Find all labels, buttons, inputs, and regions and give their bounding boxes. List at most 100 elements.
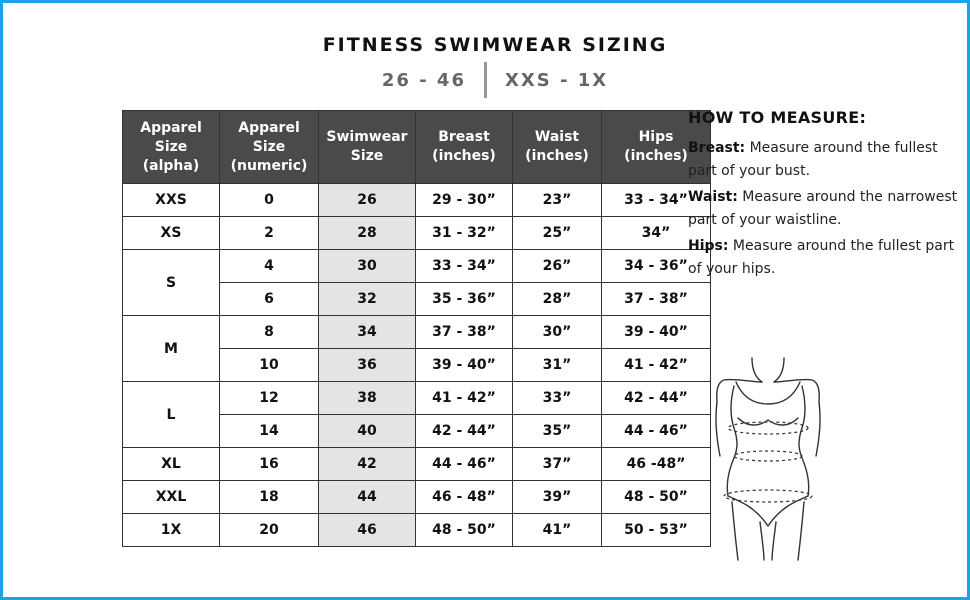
- cell-apparel-numeric: 12: [219, 381, 319, 415]
- cell-apparel-alpha: S: [122, 249, 220, 316]
- measure-breast-instruction: Breast: Measure around the fullest part …: [688, 137, 958, 182]
- cell-hips: 37 - 38”: [601, 282, 711, 316]
- cell-apparel-numeric: 4: [219, 249, 319, 283]
- cell-hips: 46 -48”: [601, 447, 711, 481]
- header-line: Size: [252, 138, 286, 155]
- table-row: M 8 34 37 - 38” 30” 39 - 40”: [122, 315, 711, 382]
- table-row: XXL 18 44 46 - 48” 39” 48 - 50”: [122, 480, 711, 514]
- cell-apparel-numeric: 8: [219, 315, 319, 349]
- header-line: Waist: [534, 129, 580, 145]
- cell-apparel-numeric: 2: [219, 216, 319, 250]
- cell-hips: 39 - 40”: [601, 315, 711, 349]
- cell-swimwear-size: 44: [318, 480, 416, 514]
- cell-hips: 48 - 50”: [601, 480, 711, 514]
- table-row: XS 2 28 31 - 32” 25” 34”: [122, 216, 711, 250]
- cell-breast: 31 - 32”: [415, 216, 513, 250]
- cell-breast: 39 - 40”: [415, 348, 513, 382]
- cell-apparel-alpha: 1X: [122, 513, 220, 547]
- cell-swimwear-size: 46: [318, 513, 416, 547]
- header-swimwear-size: Swimwear Size: [318, 110, 416, 184]
- header-line: (inches): [624, 148, 688, 164]
- cell-breast: 37 - 38”: [415, 315, 513, 349]
- header-line: Apparel: [238, 119, 300, 136]
- table-header-row: Apparel Size (alpha) Apparel Size (numeric) Sw…: [122, 110, 711, 184]
- cell-waist: 35”: [512, 414, 602, 448]
- instruction-text: Measure around the fullest part of your …: [688, 140, 938, 179]
- cell-breast: 33 - 34”: [415, 249, 513, 283]
- header-apparel-numeric: Apparel Size (numeric): [219, 110, 319, 184]
- header-line: Size: [350, 148, 384, 164]
- cell-hips: 50 - 53”: [601, 513, 711, 547]
- cell-breast: 46 - 48”: [415, 480, 513, 514]
- subtitle-divider: [483, 62, 487, 98]
- cell-hips: 34”: [601, 216, 711, 250]
- cell-hips: 44 - 46”: [601, 414, 711, 448]
- sizing-table: Apparel Size (alpha) Apparel Size (numeric) Sw…: [122, 110, 711, 547]
- cell-waist: 31”: [512, 348, 602, 382]
- cell-swimwear-size: 30: [318, 249, 416, 283]
- how-to-measure-heading: HOW TO MEASURE:: [688, 108, 867, 127]
- cell-waist: 39”: [512, 480, 602, 514]
- cell-breast: 29 - 30”: [415, 183, 513, 217]
- cell-waist: 33”: [512, 381, 602, 415]
- cell-apparel-numeric: 10: [219, 348, 319, 382]
- cell-waist: 23”: [512, 183, 602, 217]
- cell-breast: 44 - 46”: [415, 447, 513, 481]
- measure-hips-instruction: Hips: Measure around the fullest part of…: [688, 235, 958, 280]
- table-row: 14 40 42 - 44” 35” 44 - 46”: [123, 414, 711, 448]
- table-row: L 12 38 41 - 42” 33” 42 - 44”: [122, 381, 711, 448]
- header-line: Breast: [438, 129, 490, 145]
- swimwear-size-range: 26 - 46: [381, 69, 466, 91]
- instruction-label: Hips:: [688, 238, 729, 254]
- instruction-label: Breast:: [688, 140, 746, 156]
- how-to-measure-panel: HOW TO MEASURE: Breast: Measure around t…: [688, 108, 958, 284]
- header-line: (inches): [525, 148, 589, 164]
- header-line: (alpha): [142, 157, 200, 174]
- header-line: Hips: [638, 129, 674, 145]
- cell-hips: 41 - 42”: [601, 348, 711, 382]
- cell-waist: 41”: [512, 513, 602, 547]
- cell-apparel-alpha: L: [122, 381, 220, 448]
- cell-waist: 25”: [512, 216, 602, 250]
- cell-waist: 30”: [512, 315, 602, 349]
- header-line: (inches): [432, 148, 496, 164]
- instruction-text: Measure around the narrowest part of you…: [688, 189, 958, 228]
- cell-swimwear-size: 34: [318, 315, 416, 349]
- cell-apparel-alpha: XL: [122, 447, 220, 481]
- cell-swimwear-size: 26: [318, 183, 416, 217]
- body-measurement-illustration-icon: [715, 357, 821, 561]
- cell-swimwear-size: 36: [318, 348, 416, 382]
- cell-breast: 41 - 42”: [415, 381, 513, 415]
- cell-apparel-numeric: 20: [219, 513, 319, 547]
- table-row: XXS 0 26 29 - 30” 23” 33 - 34”: [122, 183, 711, 217]
- cell-apparel-numeric: 6: [219, 282, 319, 316]
- cell-apparel-numeric: 0: [219, 183, 319, 217]
- header-line: Apparel: [140, 119, 202, 136]
- instruction-text: Measure around the fullest part of your …: [688, 238, 955, 277]
- measure-waist-instruction: Waist: Measure around the narrowest part…: [688, 186, 958, 231]
- cell-swimwear-size: 38: [318, 381, 416, 415]
- cell-apparel-numeric: 16: [219, 447, 319, 481]
- cell-waist: 26”: [512, 249, 602, 283]
- table-row: 1X 20 46 48 - 50” 41” 50 - 53”: [122, 513, 711, 547]
- header-line: Swimwear: [326, 129, 408, 145]
- cell-apparel-alpha: XS: [122, 216, 220, 250]
- header-apparel-alpha: Apparel Size (alpha): [122, 110, 220, 184]
- cell-breast: 42 - 44”: [415, 414, 513, 448]
- cell-hips: 34 - 36”: [601, 249, 711, 283]
- cell-apparel-alpha: XXS: [122, 183, 220, 217]
- header-line: (numeric): [230, 157, 308, 174]
- cell-waist: 37”: [512, 447, 602, 481]
- size-range-subtitle: 26 - 46 XXS - 1X: [0, 62, 970, 98]
- header-line: Size: [154, 138, 188, 155]
- table-row: S 4 30 33 - 34” 26” 34 - 36”: [122, 249, 711, 316]
- apparel-size-range: XXS - 1X: [504, 69, 609, 91]
- cell-apparel-alpha: M: [122, 315, 220, 382]
- instruction-label: Waist:: [688, 189, 738, 205]
- cell-swimwear-size: 42: [318, 447, 416, 481]
- cell-swimwear-size: 32: [318, 282, 416, 316]
- cell-waist: 28”: [512, 282, 602, 316]
- table-row: XL 16 42 44 - 46” 37” 46 -48”: [122, 447, 711, 481]
- cell-hips: 42 - 44”: [601, 381, 711, 415]
